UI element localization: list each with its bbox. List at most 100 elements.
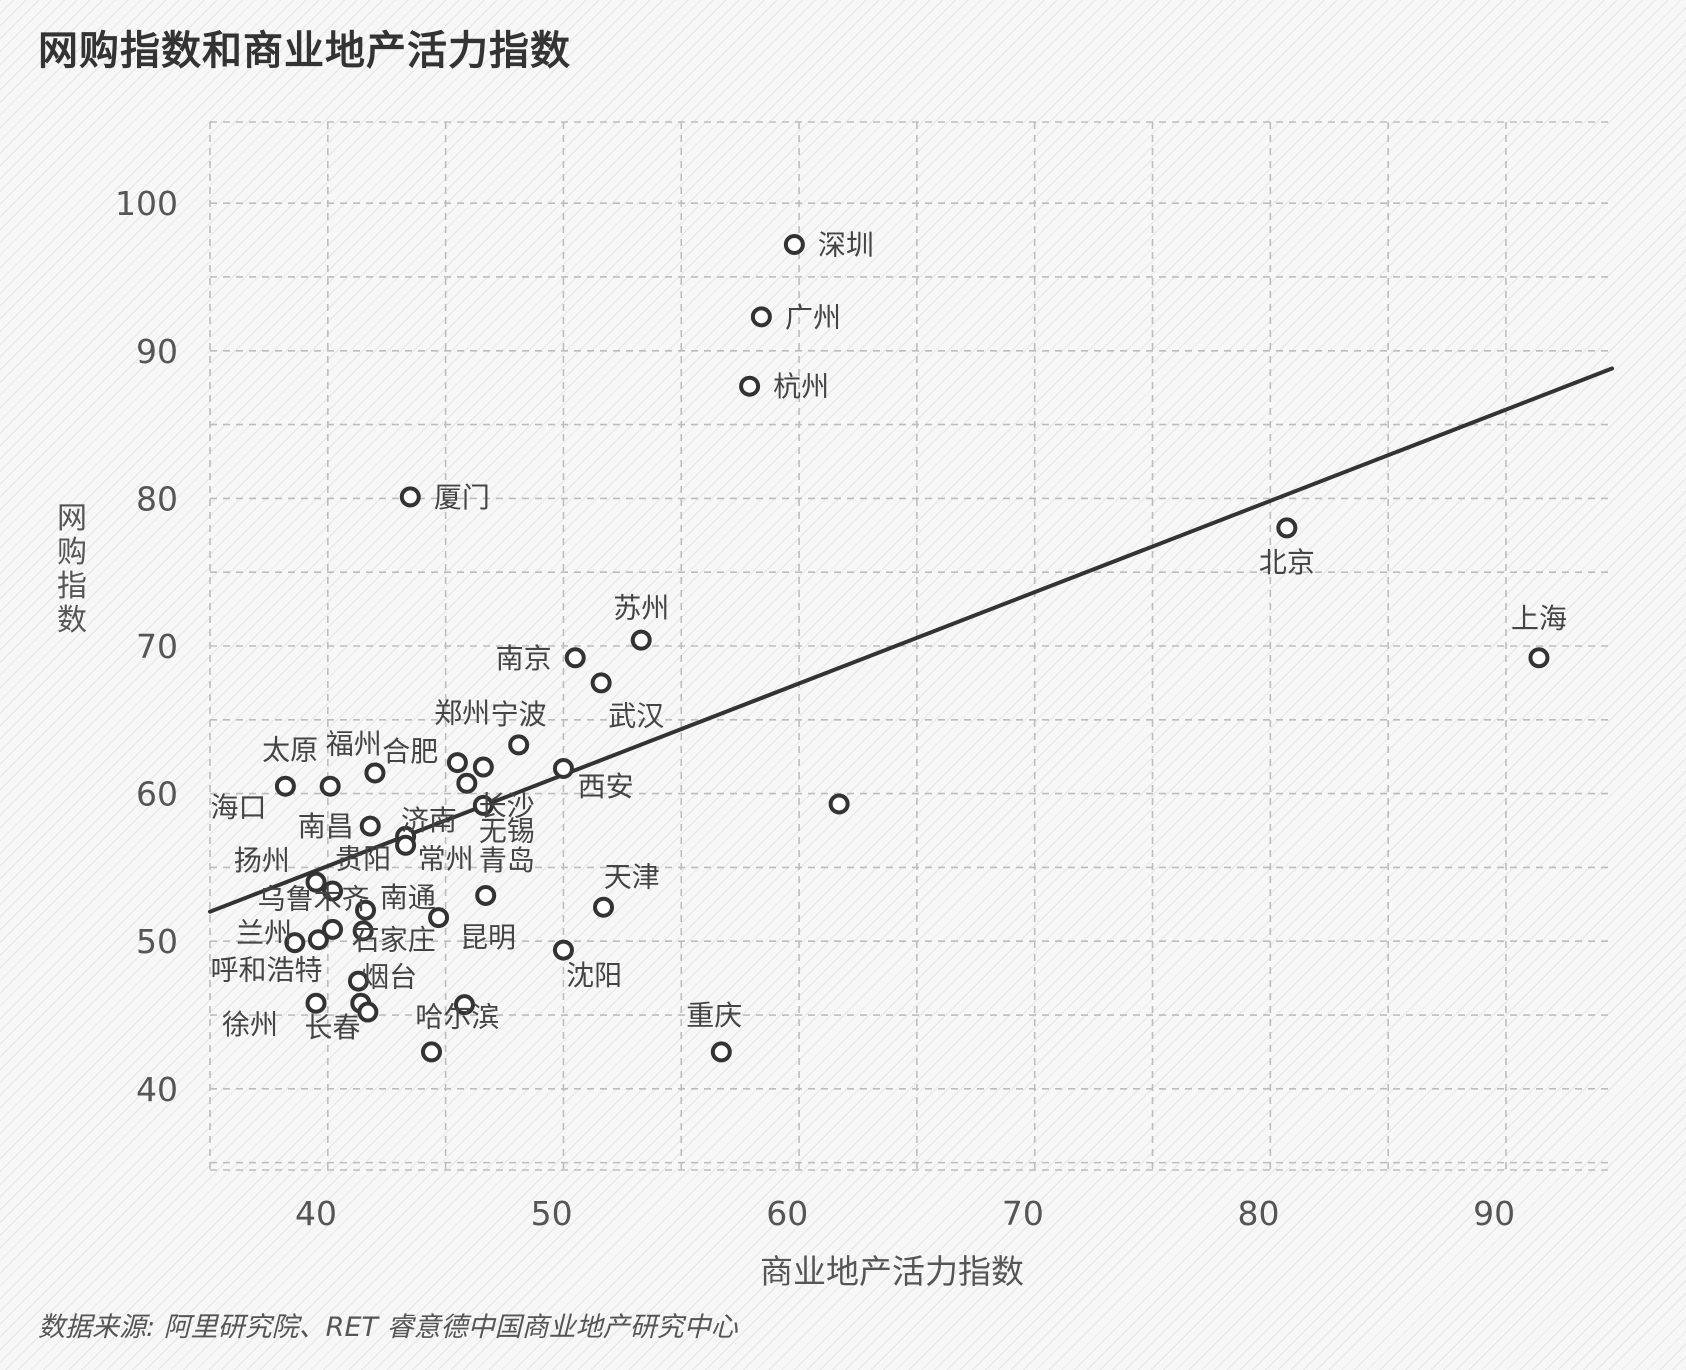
data-point[interactable]: [564, 647, 586, 669]
city-label: 天津: [604, 860, 660, 893]
city-label: 济南: [401, 804, 457, 837]
points-layer: [274, 234, 1550, 1063]
city-label: 苏州: [613, 592, 669, 625]
city-label: 郑州: [434, 696, 490, 729]
data-point[interactable]: [399, 486, 421, 508]
grid-layer: [209, 121, 1612, 1171]
y-axis-label-char: 数: [57, 603, 87, 638]
city-label: 沈阳: [566, 959, 622, 992]
data-point[interactable]: [446, 752, 468, 774]
data-point[interactable]: [475, 884, 497, 906]
city-label: 无锡: [479, 815, 535, 848]
trendline: [208, 366, 1614, 914]
data-point[interactable]: [355, 899, 377, 921]
city-label: 乌鲁木齐: [258, 882, 370, 915]
x-tick-label: 40: [295, 1194, 337, 1233]
city-label: 南通: [380, 881, 436, 914]
data-point[interactable]: [307, 929, 329, 951]
tick-labels-layer: 40 50 60 70 80 90 40 50 60 70 80 90 100: [115, 184, 1515, 1233]
city-label: 合肥: [382, 735, 438, 768]
x-tick-label: 70: [1002, 1194, 1044, 1233]
city-label: 南昌: [298, 810, 354, 843]
data-point[interactable]: [352, 920, 374, 942]
city-label: 西安: [578, 770, 634, 803]
city-label: 太原: [262, 733, 318, 766]
x-tick-label: 60: [766, 1194, 808, 1233]
city-label: 昆明: [460, 921, 516, 954]
city-label: 厦门: [434, 481, 490, 514]
y-axis-label-char: 指: [57, 569, 87, 604]
city-label: 海口: [211, 791, 267, 824]
data-point[interactable]: [472, 756, 494, 778]
data-point[interactable]: [305, 871, 327, 893]
data-point[interactable]: [508, 734, 530, 756]
city-label: 扬州: [234, 844, 290, 877]
city-label: 兰州: [236, 916, 292, 949]
x-tick-label: 50: [531, 1194, 573, 1233]
data-point[interactable]: [359, 815, 381, 837]
data-point[interactable]: [319, 775, 341, 797]
city-label: 烟台: [361, 961, 417, 994]
data-point[interactable]: [357, 1001, 379, 1023]
city-label: 上海: [1511, 602, 1567, 635]
city-label: 长沙: [479, 789, 535, 822]
data-point[interactable]: [420, 1041, 442, 1063]
city-label: 广州: [785, 301, 841, 334]
city-label: 宁波: [491, 698, 547, 731]
data-point[interactable]: [428, 907, 450, 929]
data-point[interactable]: [1528, 647, 1550, 669]
data-point[interactable]: [593, 896, 615, 918]
y-axis-label: 网购指数: [57, 501, 87, 638]
data-point[interactable]: [347, 970, 369, 992]
data-point[interactable]: [552, 939, 574, 961]
chart-title: 网购指数和商业地产活力指数: [38, 28, 571, 74]
y-tick-label: 60: [136, 775, 178, 814]
y-axis-label-char: 网: [57, 501, 87, 536]
data-point[interactable]: [739, 375, 761, 397]
y-tick-label: 40: [136, 1070, 178, 1109]
city-label: 南京: [496, 642, 552, 675]
data-point[interactable]: [305, 992, 327, 1014]
city-label: 石家庄: [352, 924, 436, 957]
data-point[interactable]: [590, 672, 612, 694]
city-label: 北京: [1259, 546, 1315, 579]
y-tick-label: 100: [115, 184, 178, 223]
data-point[interactable]: [710, 1041, 732, 1063]
data-point[interactable]: [456, 772, 478, 794]
trendline-layer: [208, 366, 1614, 914]
data-point[interactable]: [750, 306, 772, 328]
city-label: 徐州: [222, 1008, 278, 1041]
data-point[interactable]: [364, 762, 386, 784]
data-point[interactable]: [630, 629, 652, 651]
y-tick-label: 80: [136, 479, 178, 518]
city-label: 武汉: [608, 699, 664, 732]
data-point[interactable]: [284, 932, 306, 954]
data-point[interactable]: [1276, 517, 1298, 539]
x-tick-label: 80: [1238, 1194, 1280, 1233]
data-point[interactable]: [783, 234, 805, 256]
city-label: 福州: [326, 727, 382, 760]
city-label: 哈尔滨: [415, 1000, 499, 1033]
city-label: 呼和浩特: [211, 953, 323, 986]
data-point[interactable]: [472, 794, 494, 816]
chart-source: 数据来源: 阿里研究院、RET 睿意德中国商业地产研究中心: [38, 1312, 738, 1343]
y-axis-label-char: 购: [57, 535, 87, 570]
city-label: 青岛: [479, 844, 535, 877]
data-point[interactable]: [828, 793, 850, 815]
city-label: 贵阳: [335, 843, 391, 876]
city-label: 常州: [418, 843, 474, 876]
data-point[interactable]: [395, 834, 417, 856]
data-point[interactable]: [552, 758, 574, 780]
city-label: 重庆: [686, 999, 742, 1032]
y-tick-label: 90: [136, 332, 178, 371]
data-point[interactable]: [322, 918, 344, 940]
x-tick-label: 90: [1473, 1194, 1515, 1233]
city-label: 杭州: [773, 370, 829, 403]
data-point[interactable]: [274, 775, 296, 797]
city-label: 深圳: [818, 229, 874, 262]
x-axis-label: 商业地产活力指数: [760, 1252, 1024, 1291]
data-point[interactable]: [322, 880, 344, 902]
data-point[interactable]: [453, 994, 475, 1016]
